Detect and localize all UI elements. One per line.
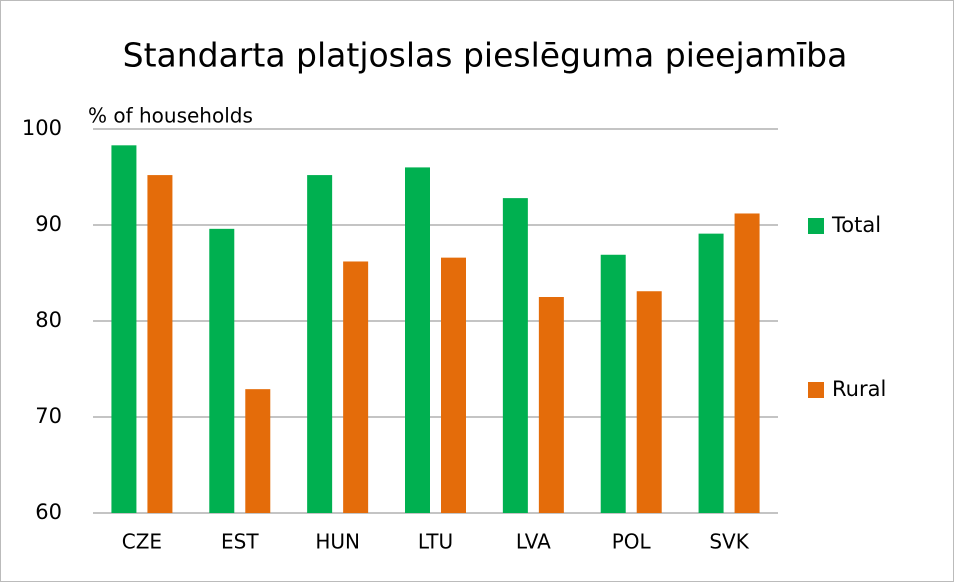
bar (502, 198, 528, 513)
y-tick-label: 60 (35, 500, 62, 524)
bar (245, 389, 271, 513)
legend-label: Total (831, 213, 881, 237)
x-tick-label: CZE (122, 530, 162, 554)
bar (538, 297, 564, 513)
y-tick-label: 70 (35, 404, 62, 428)
y-tick-label: 80 (35, 308, 62, 332)
x-tick-label: LTU (418, 530, 453, 554)
bar (147, 175, 173, 513)
bar (441, 257, 466, 513)
x-tick-label: EST (221, 530, 259, 554)
bar (209, 228, 235, 513)
y-tick-label: 100 (22, 116, 62, 140)
bar (734, 213, 760, 514)
bar (111, 145, 137, 513)
bar (636, 291, 662, 513)
bar (343, 261, 369, 513)
y-tick-label: 90 (35, 212, 62, 236)
bar (600, 254, 626, 513)
bar (405, 167, 430, 513)
legend-label: Rural (832, 377, 886, 401)
bar (307, 175, 333, 513)
legend-swatch (808, 382, 824, 398)
x-tick-label: SVK (709, 530, 749, 554)
bar (698, 233, 724, 513)
x-tick-label: POL (612, 530, 652, 554)
chart-title: Standarta platjoslas pieslēguma pieejamī… (123, 36, 848, 75)
x-tick-label: HUN (315, 530, 360, 554)
x-tick-label: LVA (516, 530, 551, 554)
legend-swatch (808, 218, 824, 234)
y-axis-label: % of households (88, 104, 253, 128)
